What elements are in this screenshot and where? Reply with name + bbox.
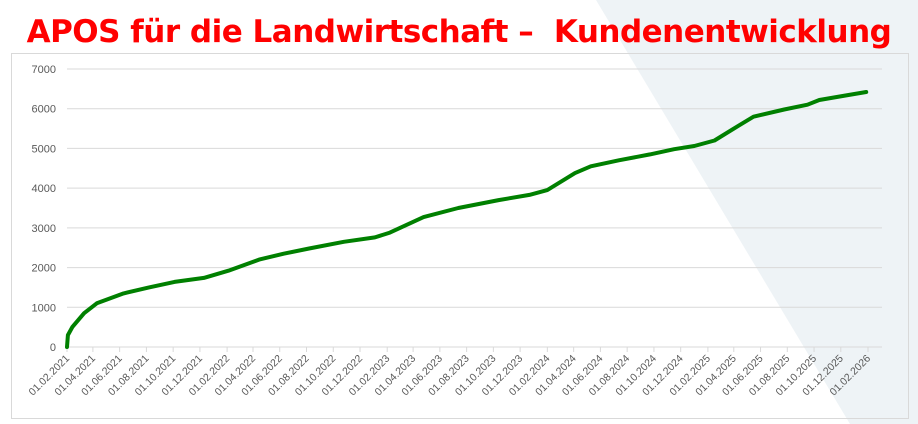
y-tick-label: 2000 — [32, 263, 56, 275]
background-diagonal-shape — [596, 0, 918, 424]
y-tick-label: 0 — [50, 342, 56, 354]
y-tick-label: 6000 — [32, 104, 56, 116]
y-tick-label: 4000 — [32, 183, 56, 195]
y-tick-label: 5000 — [32, 143, 56, 155]
series-line — [65, 90, 869, 349]
chart-title: APOS für die Landwirtschaft – Kundenentw… — [26, 14, 892, 50]
y-tick-label: 1000 — [32, 302, 56, 314]
y-tick-label: 3000 — [32, 223, 56, 235]
y-tick-label: 7000 — [32, 64, 56, 76]
chart-border — [11, 53, 909, 419]
